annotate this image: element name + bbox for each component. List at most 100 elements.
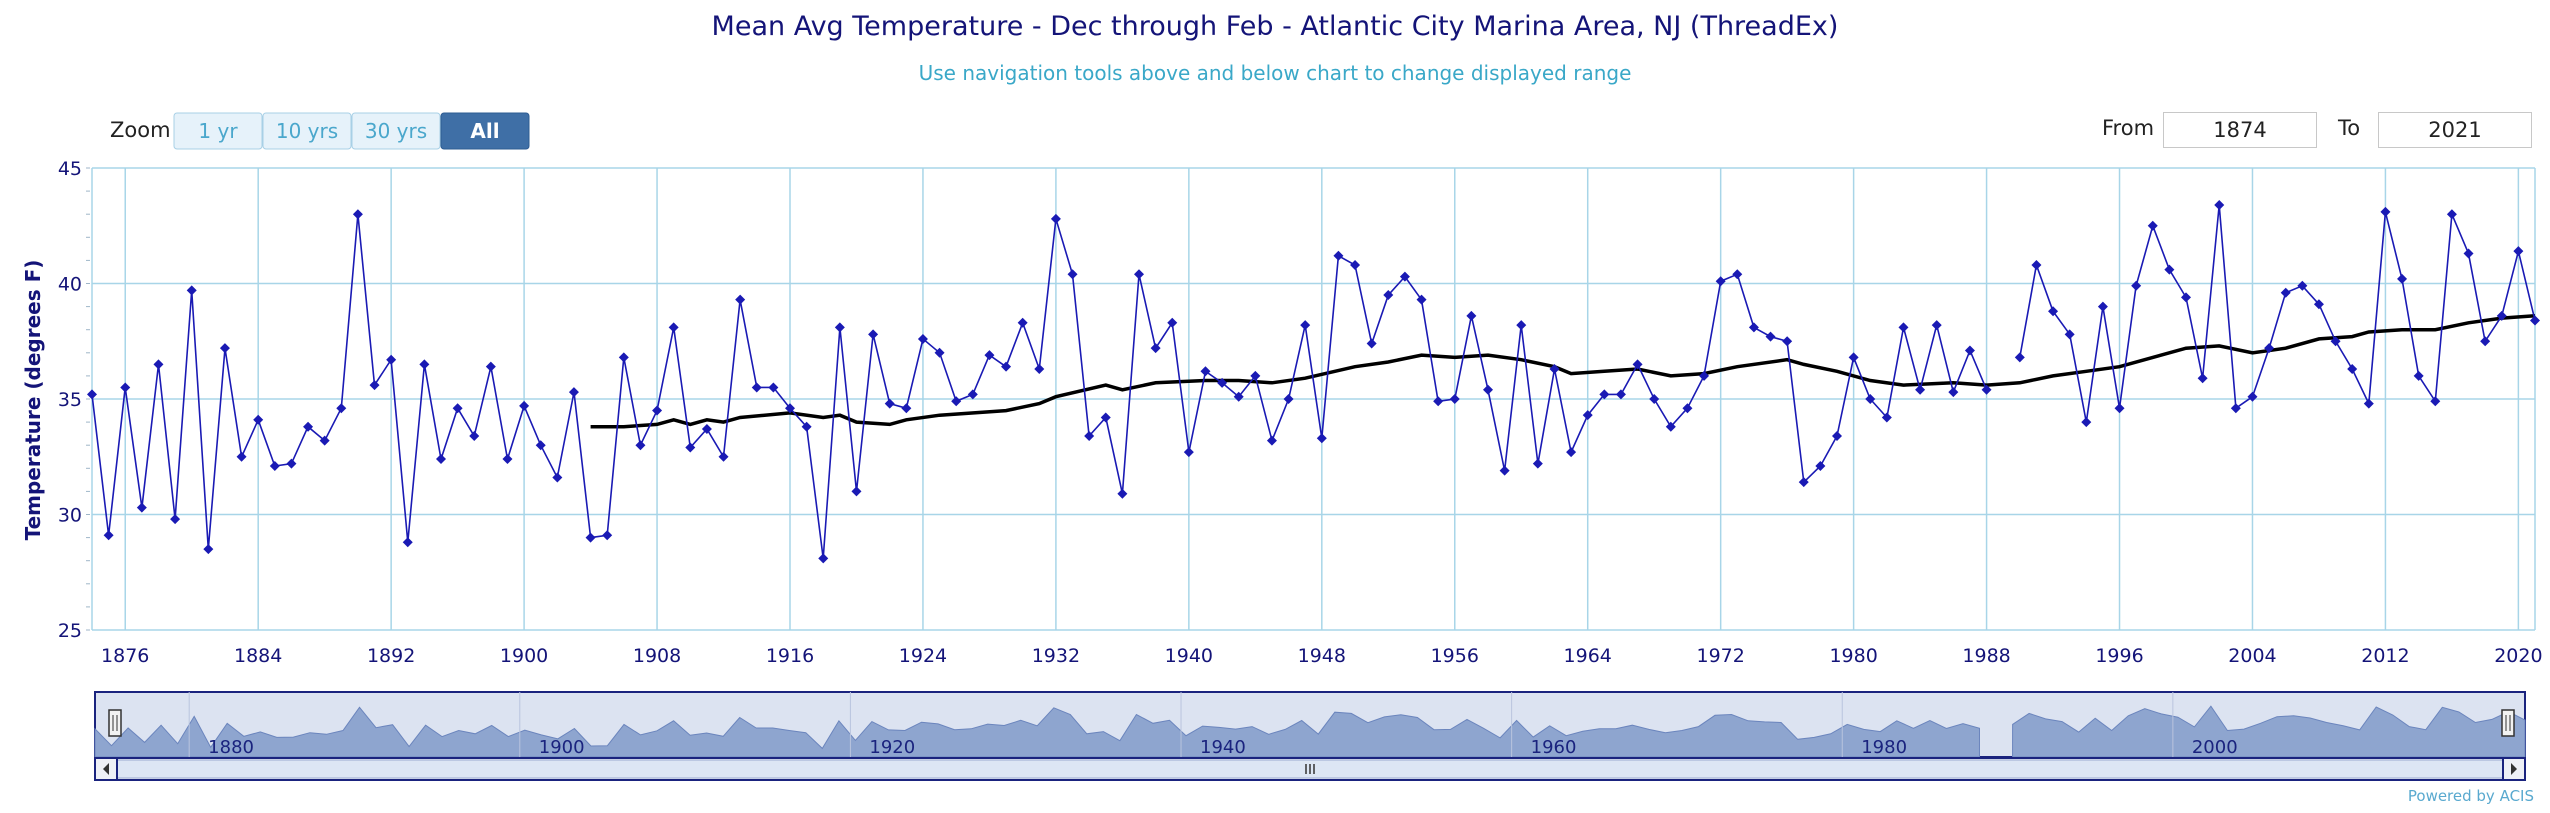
data-point[interactable] — [1449, 394, 1460, 404]
data-point[interactable] — [768, 382, 779, 393]
data-point[interactable] — [2247, 391, 2258, 402]
data-point[interactable] — [652, 405, 663, 416]
data-point[interactable] — [386, 354, 397, 365]
data-point[interactable] — [1483, 384, 1493, 395]
data-point[interactable] — [436, 454, 446, 465]
data-point[interactable] — [1100, 412, 1111, 423]
data-point[interactable] — [2513, 246, 2524, 257]
data-point[interactable] — [1699, 370, 1710, 381]
data-point[interactable] — [618, 352, 629, 363]
data-point[interactable] — [2064, 329, 2075, 340]
data-point[interactable] — [1300, 320, 1311, 331]
data-point[interactable] — [2230, 403, 2241, 414]
data-point[interactable] — [1316, 433, 1327, 444]
data-point[interactable] — [502, 454, 513, 465]
data-point[interactable] — [419, 359, 430, 370]
data-point[interactable] — [1266, 435, 1277, 446]
data-point[interactable] — [984, 350, 995, 361]
data-point[interactable] — [203, 544, 214, 555]
data-point[interactable] — [1084, 430, 1095, 441]
data-point[interactable] — [2197, 373, 2208, 384]
data-point[interactable] — [170, 514, 181, 525]
data-point[interactable] — [801, 421, 812, 432]
data-point[interactable] — [2264, 343, 2275, 354]
data-point[interactable] — [2446, 209, 2457, 220]
data-point[interactable] — [785, 403, 795, 414]
data-point[interactable] — [884, 398, 895, 409]
data-point[interactable] — [469, 430, 480, 441]
data-point[interactable] — [2363, 398, 2374, 409]
data-point[interactable] — [901, 403, 912, 414]
data-point[interactable] — [1566, 447, 1577, 458]
data-point[interactable] — [1034, 363, 1045, 374]
data-point[interactable] — [1732, 269, 1743, 280]
data-point[interactable] — [851, 486, 862, 497]
data-point[interactable] — [1017, 317, 1028, 328]
data-point[interactable] — [1283, 394, 1294, 404]
data-point[interactable] — [2347, 363, 2358, 374]
data-point[interactable] — [718, 451, 729, 462]
data-point[interactable] — [1117, 488, 1128, 499]
data-point[interactable] — [1599, 389, 1610, 400]
data-point[interactable] — [1715, 276, 1726, 287]
data-point[interactable] — [1200, 366, 1211, 377]
data-point[interactable] — [1832, 430, 1842, 441]
data-point[interactable] — [2147, 220, 2158, 231]
data-point[interactable] — [1499, 465, 1510, 476]
data-point[interactable] — [2413, 370, 2424, 381]
data-point[interactable] — [153, 359, 164, 370]
data-point[interactable] — [1865, 394, 1876, 404]
data-point[interactable] — [1067, 269, 1078, 280]
data-point[interactable] — [2430, 396, 2441, 407]
data-point[interactable] — [352, 209, 363, 220]
data-point[interactable] — [2131, 280, 2142, 291]
data-point[interactable] — [2280, 287, 2291, 298]
data-point[interactable] — [685, 442, 696, 453]
data-point[interactable] — [186, 285, 197, 296]
data-point[interactable] — [1433, 396, 1444, 407]
zoom-button-All[interactable] — [440, 112, 530, 150]
data-point[interactable] — [1981, 384, 1992, 395]
data-point[interactable] — [1383, 290, 1394, 301]
navigator-right-handle[interactable] — [2501, 709, 2515, 737]
data-point[interactable] — [2297, 280, 2308, 291]
data-point[interactable] — [1815, 460, 1826, 471]
data-point[interactable] — [2496, 310, 2507, 321]
data-point[interactable] — [1582, 410, 1593, 421]
data-point[interactable] — [87, 389, 97, 400]
data-point[interactable] — [1682, 403, 1693, 414]
data-point[interactable] — [369, 380, 380, 391]
data-point[interactable] — [120, 382, 131, 393]
data-point[interactable] — [967, 389, 978, 400]
data-point[interactable] — [485, 361, 496, 372]
data-point[interactable] — [552, 472, 563, 483]
data-point[interactable] — [2181, 292, 2191, 303]
data-point[interactable] — [602, 530, 613, 541]
data-point[interactable] — [1765, 331, 1776, 342]
data-point[interactable] — [2330, 336, 2341, 347]
data-point[interactable] — [1134, 269, 1144, 280]
data-point[interactable] — [2014, 352, 2025, 363]
zoom-button-10-yrs[interactable] — [262, 112, 352, 150]
data-point[interactable] — [951, 396, 962, 407]
data-point[interactable] — [868, 329, 879, 340]
data-point[interactable] — [2380, 206, 2391, 217]
data-point[interactable] — [103, 530, 114, 541]
data-point[interactable] — [751, 382, 762, 393]
data-point[interactable] — [535, 440, 546, 451]
navigator-left-handle[interactable] — [108, 709, 122, 737]
data-point[interactable] — [635, 440, 646, 451]
range-navigator[interactable]: 1880 1900 1920 1940 1960 1980 2000 — [94, 691, 2526, 781]
data-point[interactable] — [2081, 417, 2092, 428]
data-point[interactable] — [269, 460, 280, 471]
data-point[interactable] — [1782, 336, 1793, 347]
data-point[interactable] — [1848, 352, 1859, 363]
data-point[interactable] — [1366, 338, 1377, 349]
data-point[interactable] — [253, 414, 264, 425]
data-point[interactable] — [1217, 377, 1228, 388]
data-point[interactable] — [568, 387, 579, 398]
data-point[interactable] — [735, 294, 746, 305]
data-point[interactable] — [1632, 359, 1643, 370]
data-point[interactable] — [1615, 389, 1626, 400]
data-point[interactable] — [1665, 421, 1676, 432]
